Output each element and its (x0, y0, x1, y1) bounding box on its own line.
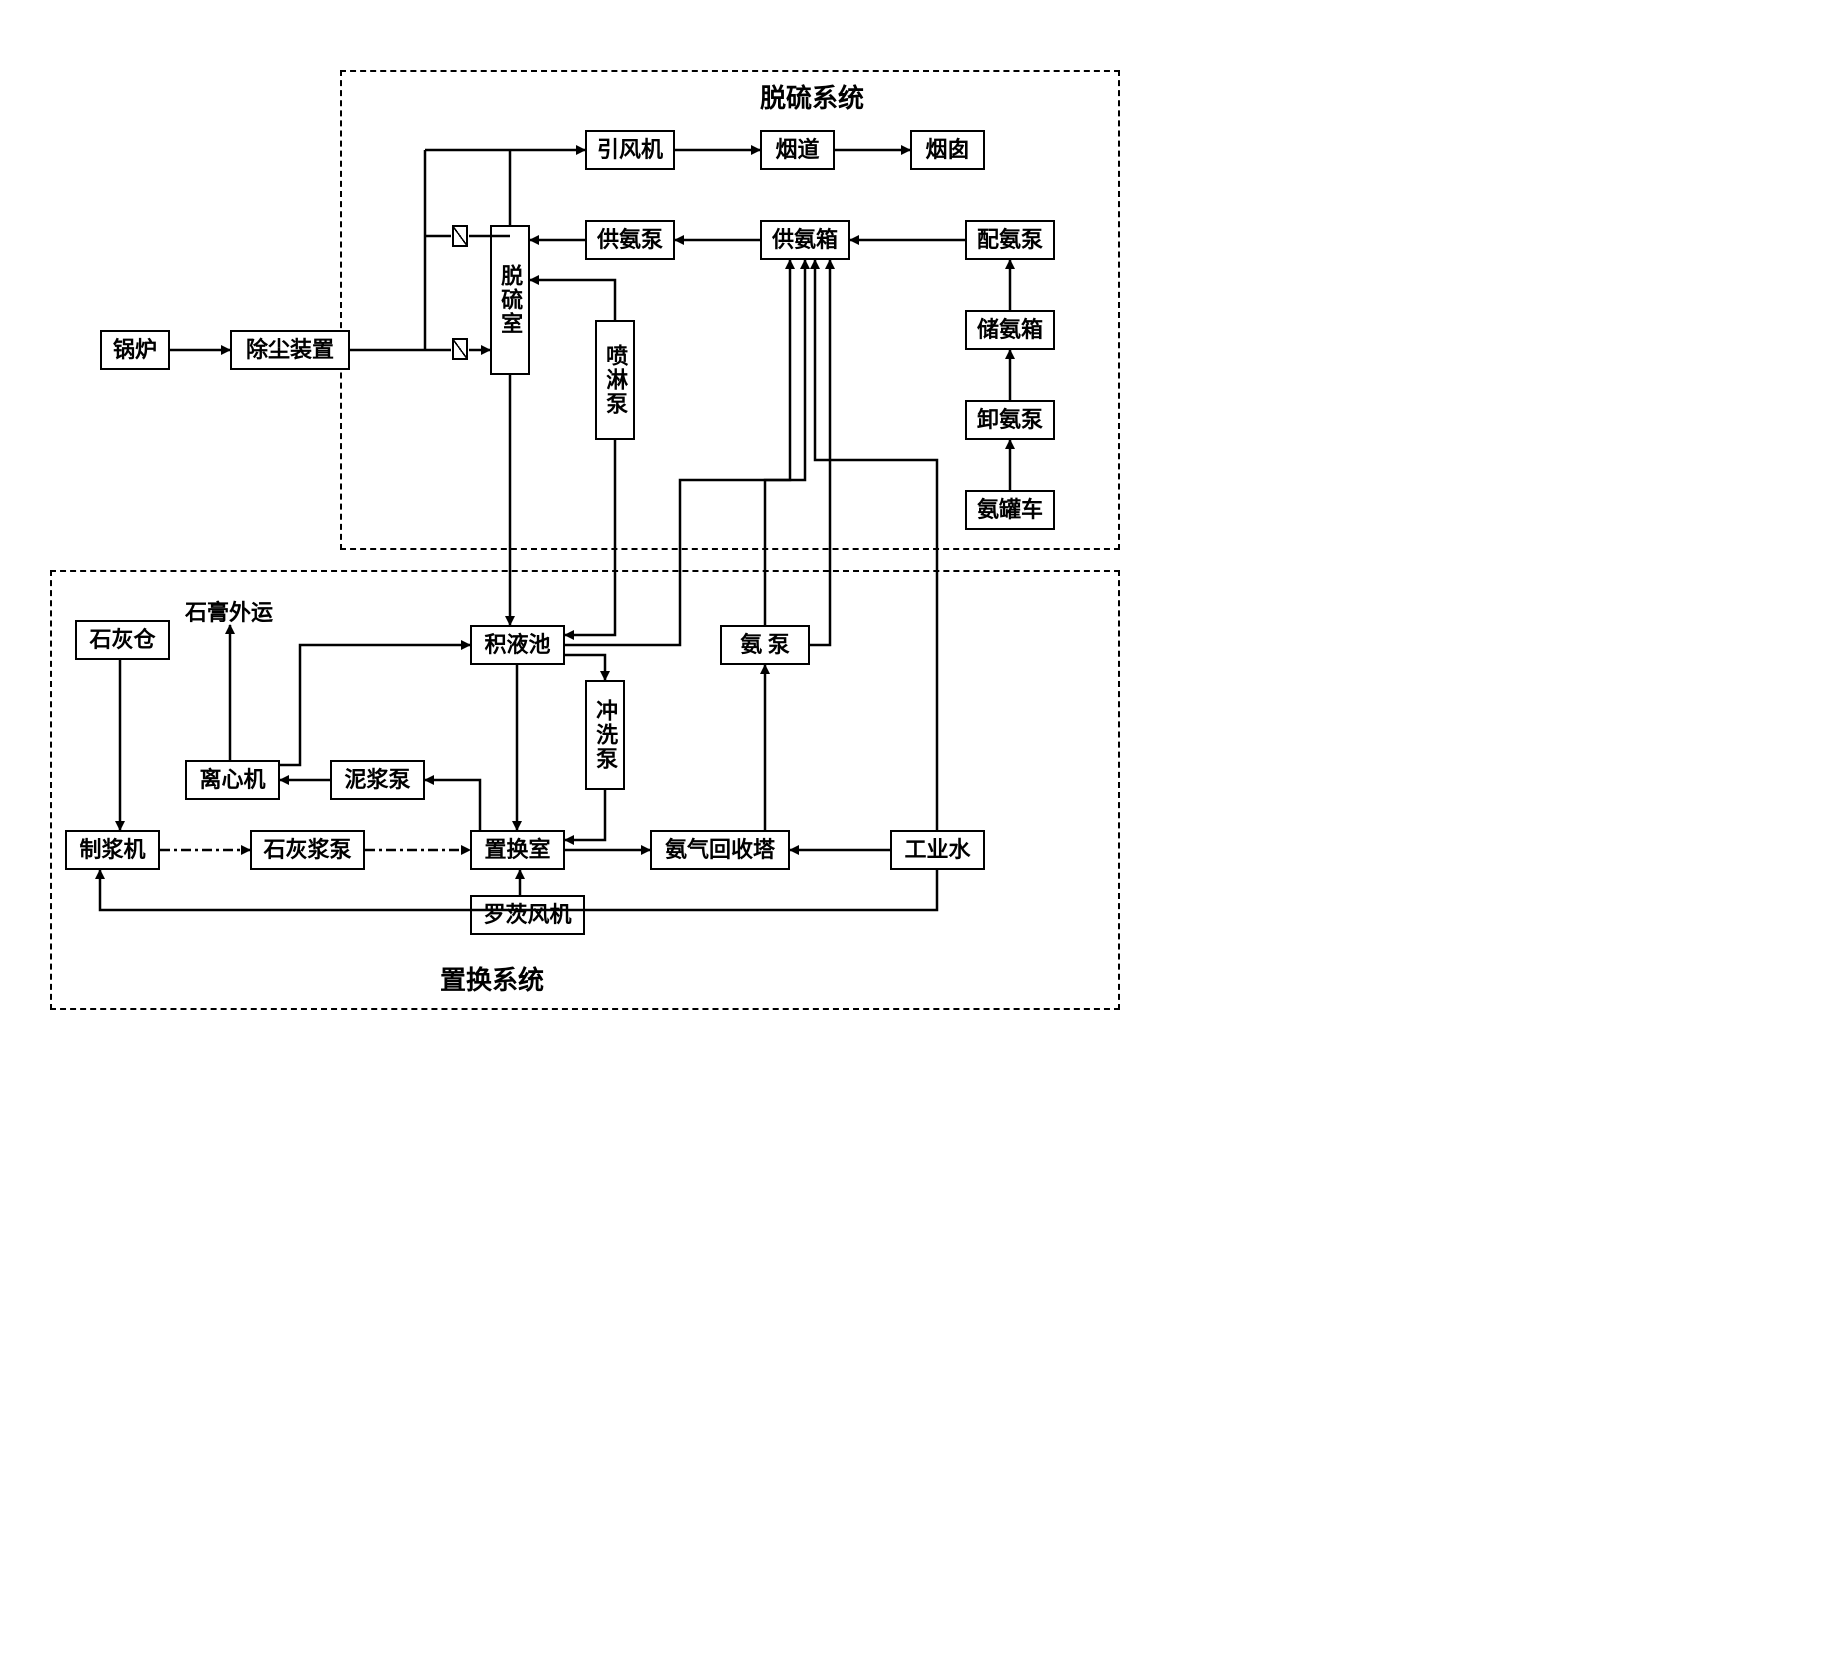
node-sump: 积液池 (470, 625, 565, 665)
replacement-title: 置换系统 (440, 960, 544, 997)
node-replacement-room: 置换室 (470, 830, 565, 870)
node-flue: 烟道 (760, 130, 835, 170)
node-roots-blower: 罗茨风机 (470, 895, 585, 935)
flowchart-canvas: 脱硫系统 置换系统 锅炉 除尘装置 脱硫室 引风机 烟道 烟囱 供氨泵 供氨箱 … (40, 40, 1147, 1040)
node-ammonia-mix-pump: 配氨泵 (965, 220, 1055, 260)
node-ammonia-supply-tank: 供氨箱 (760, 220, 850, 260)
node-ammonia-storage: 储氨箱 (965, 310, 1055, 350)
node-desulf-room: 脱硫室 (490, 225, 530, 375)
node-ammonia-supply-pump: 供氨泵 (585, 220, 675, 260)
node-ammonia-pump: 氨 泵 (720, 625, 810, 665)
node-dedust: 除尘装置 (230, 330, 350, 370)
gypsum-out-label: 石膏外运 (185, 595, 273, 627)
desulfurization-title: 脱硫系统 (760, 78, 864, 115)
node-centrifuge: 离心机 (185, 760, 280, 800)
node-recovery-tower: 氨气回收塔 (650, 830, 790, 870)
node-fan: 引风机 (585, 130, 675, 170)
node-ammonia-unload-pump: 卸氨泵 (965, 400, 1055, 440)
node-chimney: 烟囱 (910, 130, 985, 170)
node-lime-bin: 石灰仓 (75, 620, 170, 660)
node-slurry-pump: 泥浆泵 (330, 760, 425, 800)
node-wash-pump: 冲洗泵 (585, 680, 625, 790)
bypass-valve (452, 225, 468, 247)
node-spray-pump: 喷淋泵 (595, 320, 635, 440)
node-industrial-water: 工业水 (890, 830, 985, 870)
node-pulper: 制浆机 (65, 830, 160, 870)
inlet-valve (452, 338, 468, 360)
node-ammonia-truck: 氨罐车 (965, 490, 1055, 530)
node-boiler: 锅炉 (100, 330, 170, 370)
node-lime-slurry-pump: 石灰浆泵 (250, 830, 365, 870)
